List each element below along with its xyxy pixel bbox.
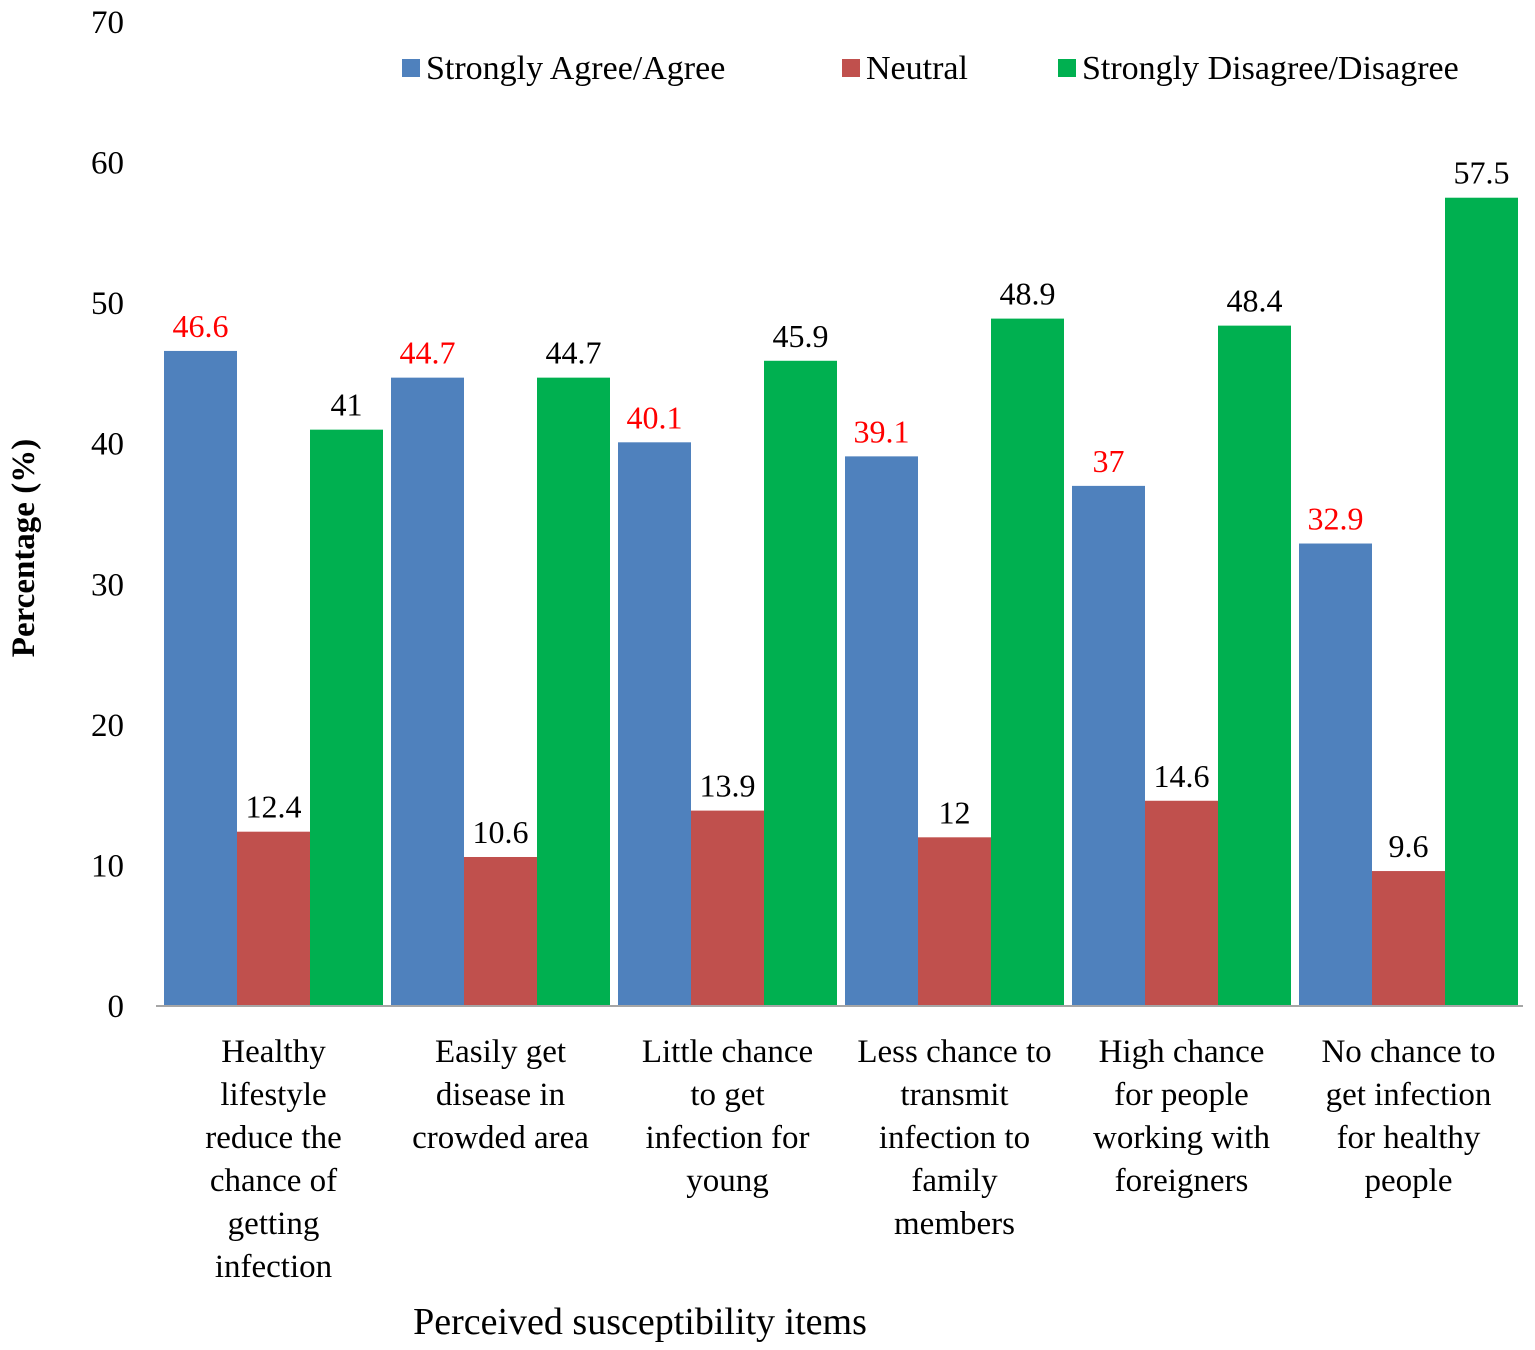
bar (237, 831, 310, 1006)
x-tick-label-line: infection for (645, 1120, 809, 1156)
legend-label: Neutral (866, 50, 968, 87)
y-tick-label: 40 (91, 427, 124, 463)
data-label: 45.9 (773, 318, 829, 354)
x-tick-label-line: No chance to (1321, 1034, 1495, 1070)
x-tick-label-line: get infection (1326, 1077, 1492, 1113)
bar (391, 377, 464, 1006)
data-label: 12.4 (246, 789, 302, 825)
legend: Strongly Agree/Agree Neutral Strongly Disa… (402, 50, 1459, 87)
y-tick-label: 30 (91, 567, 124, 603)
data-label: 41 (331, 387, 363, 423)
data-label: 40.1 (627, 399, 683, 435)
x-tick-label-line: Healthy (221, 1034, 326, 1070)
data-label: 57.5 (1454, 155, 1510, 191)
data-label: 44.7 (400, 335, 456, 371)
data-label: 44.7 (546, 335, 602, 371)
x-tick-label: No chance to get infection for healthy peop… (1321, 1034, 1495, 1199)
y-tick-label: 50 (91, 286, 124, 322)
x-tick-label-line: chance of (210, 1163, 337, 1199)
legend-label: Strongly Agree/Agree (426, 50, 725, 87)
category-labels: Healthy lifestyle reduce the chance of getti… (205, 1034, 1495, 1285)
x-tick-label-line: getting (228, 1206, 320, 1242)
bar (537, 377, 610, 1006)
legend-swatch (402, 59, 420, 77)
x-tick-label-line: working with (1093, 1120, 1270, 1156)
value-labels: 46.6 12.4 41 44.7 10.6 44.7 40.1 13.9 45.9 39.1 12… (173, 155, 1510, 864)
y-tick-label: 10 (91, 848, 124, 884)
bar (991, 318, 1064, 1006)
data-label: 39.1 (854, 413, 910, 449)
bar (1445, 197, 1518, 1006)
x-tick-label-line: Easily get (435, 1034, 566, 1070)
data-label: 10.6 (473, 814, 529, 850)
bar (1072, 485, 1145, 1006)
bar (1299, 543, 1372, 1006)
bar (1145, 800, 1218, 1006)
bars (164, 197, 1518, 1007)
x-tick-label-line: High chance (1099, 1034, 1265, 1070)
x-tick-label: Less chance to transmit infection to family… (857, 1034, 1051, 1242)
x-tick-label-line: for healthy (1337, 1120, 1481, 1156)
x-tick-label: Healthy lifestyle reduce the chance of getti… (205, 1034, 342, 1285)
x-tick-label-line: disease in (436, 1077, 565, 1113)
x-tick-label-line: crowded area (412, 1120, 589, 1156)
x-tick-label-line: Less chance to (857, 1034, 1051, 1070)
x-tick-label-line: Little chance (642, 1034, 813, 1070)
x-tick-label-line: to get (690, 1077, 764, 1113)
bar (310, 429, 383, 1007)
data-label: 12 (939, 794, 971, 830)
x-tick-label-line: family (911, 1163, 998, 1199)
x-tick-label: Easily get disease in crowded area (412, 1034, 589, 1156)
bar (691, 810, 764, 1006)
x-tick-label-line: for people (1114, 1077, 1249, 1113)
y-axis-title: Percentage (%) (6, 439, 42, 657)
legend-swatch (842, 59, 860, 77)
bar (845, 456, 918, 1006)
x-axis-title: Perceived susceptibility items (413, 1301, 867, 1343)
y-axis-ticks: 0 10 20 30 40 50 60 70 (91, 5, 124, 1025)
legend-swatch (1058, 59, 1076, 77)
data-label: 48.9 (1000, 276, 1056, 312)
x-tick-label-line: infection (215, 1249, 332, 1285)
bar (764, 360, 837, 1007)
bar (918, 837, 991, 1006)
x-tick-label-line: infection to (879, 1120, 1030, 1156)
x-tick-label-line: transmit (900, 1077, 1008, 1113)
x-tick-label-line: young (686, 1163, 769, 1199)
y-tick-label: 70 (91, 5, 124, 41)
data-label: 37 (1093, 443, 1125, 479)
legend-label: Strongly Disagree/Disagree (1082, 50, 1459, 87)
x-tick-label-line: foreigners (1115, 1163, 1249, 1199)
bar (164, 350, 237, 1006)
bar (1218, 325, 1291, 1006)
y-tick-label: 60 (91, 146, 124, 182)
bar (1372, 871, 1445, 1006)
data-label: 48.4 (1227, 283, 1283, 319)
x-tick-label-line: lifestyle (220, 1077, 326, 1113)
x-tick-label-line: people (1365, 1163, 1453, 1199)
bar (464, 856, 537, 1006)
data-label: 46.6 (173, 308, 229, 344)
y-tick-label: 20 (91, 708, 124, 744)
x-tick-label: High chance for people working with foreign… (1093, 1034, 1270, 1199)
data-label: 14.6 (1154, 758, 1210, 794)
data-label: 13.9 (700, 768, 756, 804)
y-tick-label: 0 (108, 989, 125, 1025)
x-tick-label-line: reduce the (205, 1120, 342, 1156)
x-tick-label: Little chance to get infection for young (642, 1034, 813, 1199)
bar (618, 442, 691, 1006)
data-label: 9.6 (1389, 828, 1429, 864)
x-tick-label-line: members (894, 1206, 1015, 1242)
data-label: 32.9 (1308, 501, 1364, 537)
